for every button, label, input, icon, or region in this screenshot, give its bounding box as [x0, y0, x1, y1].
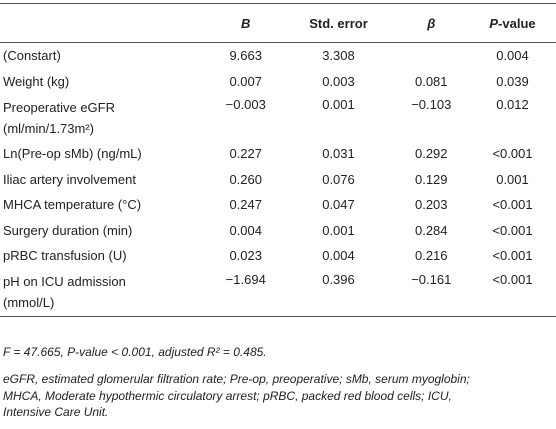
abbreviation-line: MHCA, Moderate hypothermic circulatory a…: [3, 388, 452, 403]
table-row: (Constart) 9.663 3.308 0.004: [0, 43, 556, 69]
row-label: Surgery duration (min): [0, 218, 208, 244]
cell: 0.001: [496, 171, 529, 187]
header-part: -value: [498, 15, 536, 31]
cell: 0.227: [229, 146, 262, 162]
column-header: Std. error: [283, 3, 394, 43]
table-row: pH on ICU admission (mmol/L) −1.694 0.396 −0…: [0, 269, 556, 317]
column-header: B: [208, 3, 284, 43]
row-label-line: Iliac artery involvement: [3, 171, 136, 187]
cell: 0.001: [322, 97, 355, 112]
cell: 0.260: [229, 171, 262, 187]
cell: 0.129: [414, 171, 448, 187]
cell: 0.216: [414, 248, 448, 264]
cell: −0.003: [225, 97, 266, 112]
cell: [394, 43, 469, 69]
cell: 9.663: [229, 48, 262, 64]
row-label-line: pH on ICU admission: [3, 274, 126, 289]
cell: <0.001: [492, 271, 533, 287]
table-row: Weight (kg) 0.007 0.003 0.081 0.039: [0, 69, 556, 95]
cell: 0.039: [496, 73, 529, 89]
column-header: P-value: [469, 3, 556, 43]
header-row: B Std. error β P-value: [0, 3, 556, 43]
cell: 0.004: [322, 248, 355, 264]
cell: 0.284: [414, 222, 448, 238]
column-header: [0, 3, 208, 43]
cell: 0.023: [229, 248, 262, 264]
cell: <0.001: [492, 197, 533, 213]
row-label-line: (mmol/L): [3, 295, 55, 310]
cell: 0.247: [229, 197, 262, 213]
row-label: Iliac artery involvement: [0, 167, 208, 193]
cell: 0.292: [414, 146, 448, 162]
row-label-line: (Constart): [3, 48, 61, 64]
abbreviations: eGFR, estimated glomerular filtration ra…: [3, 371, 470, 421]
stats-note: F = 47.665, P-value < 0.001, adjusted R²…: [3, 345, 267, 359]
cell: <0.001: [492, 222, 533, 238]
cell: 0.081: [414, 73, 448, 89]
row-label-line: Weight (kg): [3, 73, 70, 89]
row-label-line: pRBC transfusion (U): [3, 248, 127, 264]
table-row: Iliac artery involvement 0.260 0.076 0.129 0…: [0, 167, 556, 193]
cell: 3.308: [322, 48, 355, 64]
row-label-line: Preoperative eGFR: [3, 99, 115, 115]
cell: −0.103: [411, 97, 452, 112]
row-label-line: MHCA temperature (°C): [3, 197, 142, 213]
table-row: Surgery duration (min) 0.004 0.001 0.284 <0.…: [0, 218, 556, 244]
row-label: MHCA temperature (°C): [0, 192, 208, 218]
cell: −1.694: [225, 271, 266, 287]
table-row: Ln(Pre-op sMb) (ng/mL) 0.227 0.031 0.292 <0.…: [0, 141, 556, 167]
cell: 0.012: [496, 97, 529, 112]
cell: <0.001: [492, 146, 533, 162]
column-header: β: [393, 3, 469, 43]
row-label: pH on ICU admission (mmol/L): [0, 269, 208, 317]
cell: 0.031: [322, 146, 355, 162]
cell: <0.001: [492, 248, 533, 264]
cell: −0.161: [411, 271, 452, 287]
row-label-line: Surgery duration (min): [3, 222, 133, 238]
abbreviation-line: Intensive Care Unit.: [3, 405, 109, 419]
cell: 0.047: [322, 197, 355, 213]
row-label: Ln(Pre-op sMb) (ng/mL): [0, 141, 208, 167]
cell: 0.004: [496, 48, 529, 64]
table-row: pRBC transfusion (U) 0.023 0.004 0.216 <0.00…: [0, 243, 556, 269]
cell: 0.007: [229, 73, 262, 89]
cell: 0.004: [229, 222, 262, 238]
table-row: MHCA temperature (°C) 0.247 0.047 0.203 <0.0…: [0, 192, 556, 218]
cell: 0.203: [414, 197, 448, 213]
cell: 0.396: [322, 271, 355, 287]
row-label-line: Ln(Pre-op sMb) (ng/mL): [3, 146, 142, 162]
cell: 0.003: [322, 73, 355, 89]
abbreviation-line: eGFR, estimated glomerular filtration ra…: [3, 372, 470, 386]
table-row: Preoperative eGFR (ml/min/1.73m²) −0.003 0.…: [0, 94, 556, 141]
cell: 0.076: [322, 171, 355, 187]
row-label-line: (ml/min/1.73m²): [3, 120, 95, 136]
cell: 0.001: [322, 222, 355, 238]
row-label: Preoperative eGFR (ml/min/1.73m²): [0, 94, 208, 141]
row-label: pRBC transfusion (U): [0, 243, 208, 269]
header-part: P: [489, 15, 499, 31]
regression-table: B Std. error β P-value (Constart) 9.663 3.308 0…: [0, 3, 556, 317]
row-label: (Constart): [0, 43, 208, 69]
row-label: Weight (kg): [0, 69, 208, 95]
